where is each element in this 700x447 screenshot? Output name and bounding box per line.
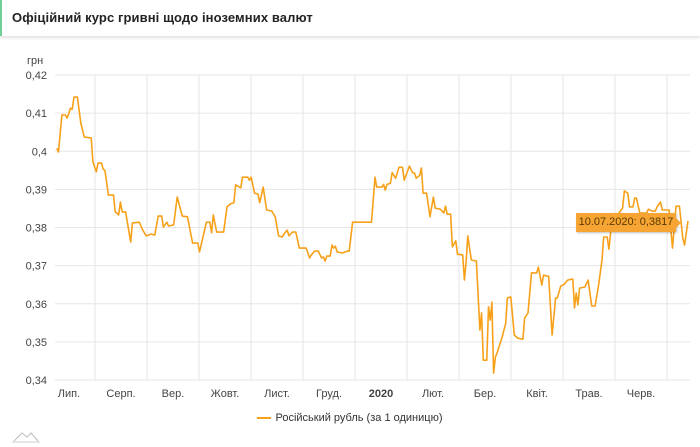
- title-bar: Офіційний курс гривні щодо іноземних вал…: [0, 0, 700, 36]
- x-tick-label: Серп.: [106, 388, 135, 400]
- y-tick-label: 0,42: [26, 70, 47, 82]
- x-tick-label: Трав.: [575, 388, 602, 400]
- x-tick-label: 2020: [369, 388, 393, 400]
- x-tick-label: Груд.: [316, 388, 342, 400]
- legend[interactable]: Російський рубль (за 1 одиницю): [0, 412, 700, 424]
- legend-swatch: [257, 417, 272, 420]
- legend-label: Російський рубль (за 1 одиницю): [275, 412, 443, 424]
- x-tick-label: Лист.: [264, 388, 290, 400]
- x-tick-label: Бер.: [474, 388, 497, 400]
- x-tick-label: Вер.: [162, 388, 185, 400]
- x-tick-label: Лип.: [58, 388, 80, 400]
- series-line-rub[interactable]: [56, 96, 689, 374]
- y-tick-label: 0,34: [26, 375, 47, 387]
- y-tick-label: 0,35: [26, 337, 47, 349]
- x-tick-label: Черв.: [627, 388, 655, 400]
- chart-logo-icon: [12, 432, 40, 443]
- y-axis-unit: грн: [27, 55, 43, 67]
- tooltip: 10.07.2020: 0,3817: [576, 213, 681, 232]
- page-title: Офіційний курс гривні щодо іноземних вал…: [12, 10, 313, 25]
- x-tick-label: Квіт.: [526, 388, 548, 400]
- y-tick-label: 0,41: [26, 108, 47, 120]
- y-tick-label: 0,38: [26, 223, 47, 235]
- y-tick-label: 0,4: [32, 146, 47, 158]
- x-tick-label: Жовт.: [211, 388, 240, 400]
- y-tick-label: 0,36: [26, 299, 47, 311]
- y-tick-label: 0,39: [26, 184, 47, 196]
- x-tick-label: Лют.: [422, 388, 444, 400]
- y-tick-label: 0,37: [26, 261, 47, 273]
